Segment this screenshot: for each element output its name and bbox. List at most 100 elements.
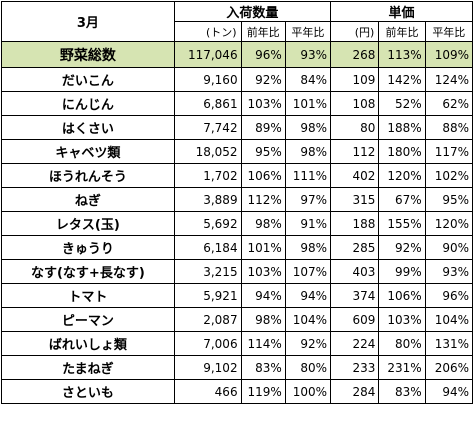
price-yoy: 231% <box>378 355 426 380</box>
arrival-qty: 7,006 <box>173 331 242 356</box>
vegetable-name: たまねぎ <box>1 355 175 380</box>
unit-price: 284 <box>330 379 380 404</box>
arrival-vs-avg: 101% <box>284 91 332 116</box>
vegetable-name: きゅうり <box>1 235 175 260</box>
arrival-vs-avg: 80% <box>284 355 332 380</box>
price-yoy: 80% <box>378 331 426 356</box>
arrival-yoy: 112% <box>240 187 286 212</box>
table-row: ほうれんそう 1,702 106% 111% 402 120% 102% <box>1 163 474 188</box>
table-row: ばれいしょ類 7,006 114% 92% 224 80% 131% <box>1 331 474 356</box>
price-yoy: 155% <box>378 211 426 236</box>
price-yoy-header: 前年比 <box>378 21 426 42</box>
unit-price: 233 <box>330 355 380 380</box>
arrival-qty: 2,087 <box>173 307 242 332</box>
table-row: ねぎ 3,889 112% 97% 315 67% 95% <box>1 187 474 212</box>
price-yoy: 188% <box>378 115 426 140</box>
vegetable-name: ピーマン <box>1 307 175 332</box>
table-row: レタス(玉) 5,692 98% 91% 188 155% 120% <box>1 211 474 236</box>
table-row: にんじん 6,861 103% 101% 108 52% 62% <box>1 91 474 116</box>
arrival-qty: 18,052 <box>173 139 242 164</box>
arrival-qty: 9,160 <box>173 67 242 92</box>
arrival-yoy: 119% <box>240 379 286 404</box>
total-price: 268 <box>330 41 380 68</box>
table-row: だいこん 9,160 92% 84% 109 142% 124% <box>1 67 474 92</box>
arrivals-vs-avg-header: 平年比 <box>284 21 332 42</box>
arrival-qty: 9,102 <box>173 355 242 380</box>
arrival-vs-avg: 92% <box>284 331 332 356</box>
unit-price: 80 <box>330 115 380 140</box>
arrival-qty: 5,921 <box>173 283 242 308</box>
arrival-yoy: 92% <box>240 67 286 92</box>
arrival-qty: 5,692 <box>173 211 242 236</box>
price-yoy: 52% <box>378 91 426 116</box>
arrival-yoy: 95% <box>240 139 286 164</box>
price-vs-avg: 104% <box>424 307 474 332</box>
unit-price: 108 <box>330 91 380 116</box>
price-yoy: 120% <box>378 163 426 188</box>
arrival-vs-avg: 91% <box>284 211 332 236</box>
price-vs-avg: 90% <box>424 235 474 260</box>
arrival-vs-avg: 84% <box>284 67 332 92</box>
price-yoy: 99% <box>378 259 426 284</box>
vegetable-name: なす(なす+長なす) <box>1 259 175 284</box>
price-vs-avg: 95% <box>424 187 474 212</box>
header-row-top: 3月 入荷数量 単価 <box>1 1 473 42</box>
arrivals-unit-header: (トン) <box>173 21 242 42</box>
vegetable-name: レタス(玉) <box>1 211 175 236</box>
total-qty-yoy: 96% <box>240 41 286 68</box>
price-yoy: 106% <box>378 283 426 308</box>
total-name: 野菜総数 <box>1 41 175 68</box>
price-vs-avg-header: 平年比 <box>424 21 474 42</box>
price-vs-avg: 120% <box>424 211 474 236</box>
arrival-vs-avg: 104% <box>284 307 332 332</box>
vegetable-name: ばれいしょ類 <box>1 331 175 356</box>
table-row: なす(なす+長なす) 3,215 103% 107% 403 99% 93% <box>1 259 474 284</box>
arrival-yoy: 83% <box>240 355 286 380</box>
month-header: 3月 <box>1 1 175 42</box>
arrival-yoy: 103% <box>240 259 286 284</box>
arrival-vs-avg: 98% <box>284 139 332 164</box>
arrival-yoy: 114% <box>240 331 286 356</box>
vegetable-name: だいこん <box>1 67 175 92</box>
price-yoy: 103% <box>378 307 426 332</box>
arrival-vs-avg: 100% <box>284 379 332 404</box>
vegetable-name: にんじん <box>1 91 175 116</box>
arrival-vs-avg: 111% <box>284 163 332 188</box>
arrival-qty: 7,742 <box>173 115 242 140</box>
unit-price: 188 <box>330 211 380 236</box>
table-row: はくさい 7,742 89% 98% 80 188% 88% <box>1 115 474 140</box>
unit-price: 285 <box>330 235 380 260</box>
arrival-yoy: 106% <box>240 163 286 188</box>
unit-price: 112 <box>330 139 380 164</box>
arrival-qty: 6,184 <box>173 235 242 260</box>
vegetable-name: キャベツ類 <box>1 139 175 164</box>
price-vs-avg: 131% <box>424 331 474 356</box>
arrivals-header: 入荷数量 <box>173 1 332 22</box>
price-vs-avg: 94% <box>424 379 474 404</box>
unit-price: 403 <box>330 259 380 284</box>
arrival-qty: 6,861 <box>173 91 242 116</box>
price-vs-avg: 96% <box>424 283 474 308</box>
total-qty-vs-avg: 93% <box>284 41 332 68</box>
table-row: キャベツ類 18,052 95% 98% 112 180% 117% <box>1 139 474 164</box>
total-qty: 117,046 <box>173 41 242 68</box>
arrival-vs-avg: 107% <box>284 259 332 284</box>
price-yoy: 67% <box>378 187 426 212</box>
arrival-yoy: 103% <box>240 91 286 116</box>
unit-price: 224 <box>330 331 380 356</box>
table-row: トマト 5,921 94% 94% 374 106% 96% <box>1 283 474 308</box>
price-yoy: 92% <box>378 235 426 260</box>
vegetable-name: ねぎ <box>1 187 175 212</box>
vegetable-name: ほうれんそう <box>1 163 175 188</box>
arrival-qty: 466 <box>173 379 242 404</box>
vegetable-name: さといも <box>1 379 175 404</box>
arrivals-yoy-header: 前年比 <box>240 21 286 42</box>
total-price-vs-avg: 109% <box>424 41 474 68</box>
table-row: さといも 466 119% 100% 284 83% 94% <box>1 379 474 404</box>
price-vs-avg: 117% <box>424 139 474 164</box>
unit-price: 402 <box>330 163 380 188</box>
price-vs-avg: 102% <box>424 163 474 188</box>
total-row: 野菜総数 117,046 96% 93% 268 113% 109% <box>1 41 474 68</box>
unit-price: 374 <box>330 283 380 308</box>
arrival-yoy: 101% <box>240 235 286 260</box>
